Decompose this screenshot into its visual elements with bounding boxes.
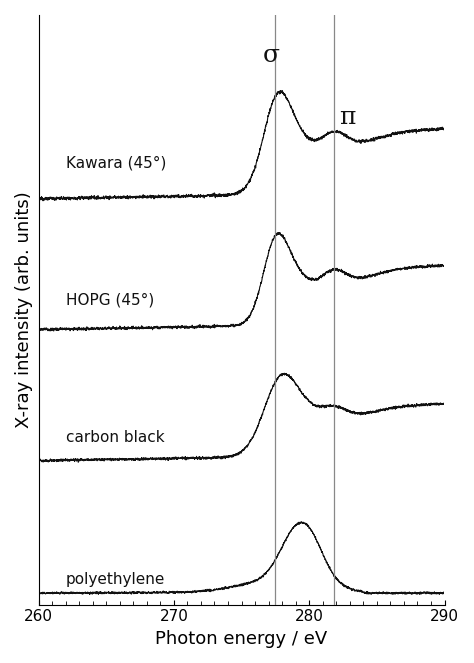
Text: Kawara (45°): Kawara (45°) (65, 156, 166, 170)
Text: polyethylene: polyethylene (65, 572, 165, 587)
Y-axis label: X-ray intensity (arb. units): X-ray intensity (arb. units) (15, 192, 33, 428)
Text: π: π (339, 106, 355, 129)
Text: σ: σ (263, 44, 280, 68)
X-axis label: Photon energy / eV: Photon energy / eV (155, 630, 328, 648)
Text: carbon black: carbon black (65, 430, 164, 445)
Text: HOPG (45°): HOPG (45°) (65, 292, 154, 307)
